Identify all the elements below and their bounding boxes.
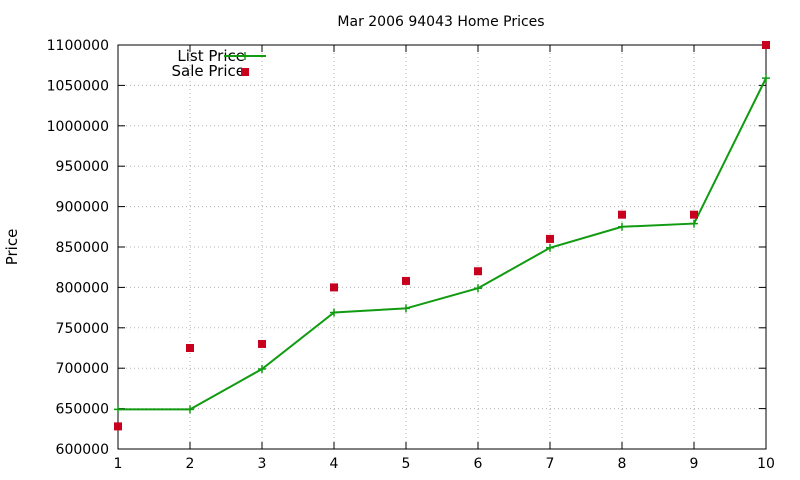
y-tick-label: 800000 <box>56 280 109 296</box>
sale-price-point <box>474 267 482 276</box>
legend-label-list-price: List Price <box>177 47 245 65</box>
y-tick-label: 950000 <box>56 159 109 175</box>
list-price-line <box>118 77 767 411</box>
sale-price-point <box>546 234 554 243</box>
list-price-point <box>474 284 482 293</box>
x-tick-label: 6 <box>474 456 483 472</box>
sale-price-point <box>762 41 770 49</box>
y-tick-label: 1050000 <box>47 78 109 94</box>
sale-price-point <box>258 339 266 348</box>
list-price-point <box>330 308 338 317</box>
list-price-point <box>114 405 122 414</box>
x-tick-label: 1 <box>114 456 123 472</box>
axis-ticks: 600000 650000 700000 750000 800000 850000 9000… <box>47 38 775 472</box>
sale-price-point <box>330 283 338 292</box>
y-tick-label: 850000 <box>56 240 109 256</box>
y-tick-label: 750000 <box>56 321 109 337</box>
sale-price-point <box>618 210 626 219</box>
series <box>114 41 770 431</box>
y-tick-label: 600000 <box>56 442 109 458</box>
x-tick-label: 5 <box>402 456 411 472</box>
x-tick-label: 8 <box>618 456 627 472</box>
x-tick-label: 9 <box>690 456 699 472</box>
sale-price-point <box>186 344 194 352</box>
grid <box>118 45 766 449</box>
sale-price-point <box>114 422 122 431</box>
list-price-point <box>762 74 770 83</box>
list-price-point <box>618 222 626 231</box>
legend-swatch-sale-price <box>241 68 249 76</box>
y-tick-label: 650000 <box>56 402 109 418</box>
list-price-point <box>402 304 410 313</box>
y-axis-title: Price <box>3 229 21 266</box>
sale-price-point <box>690 210 698 219</box>
list-price-point <box>258 365 266 374</box>
sale-price-point <box>402 276 410 285</box>
list-price-point <box>690 219 698 228</box>
x-tick-label: 10 <box>757 456 775 472</box>
x-tick-label: 4 <box>330 456 339 472</box>
y-tick-label: 1100000 <box>47 38 109 54</box>
y-tick-label: 1000000 <box>47 119 109 135</box>
x-tick-label: 2 <box>186 456 195 472</box>
y-tick-label: 700000 <box>56 361 109 377</box>
list-price-point <box>546 243 554 252</box>
chart-title: Mar 2006 94043 Home Prices <box>337 14 544 30</box>
legend-marker-list-price <box>241 52 249 60</box>
y-tick-label: 900000 <box>56 200 109 216</box>
x-tick-label: 3 <box>258 456 267 472</box>
list-price-point <box>186 405 194 414</box>
legend-label-sale-price: Sale Price <box>172 62 245 80</box>
plot-frame <box>117 44 767 450</box>
x-tick-label: 7 <box>546 456 555 472</box>
